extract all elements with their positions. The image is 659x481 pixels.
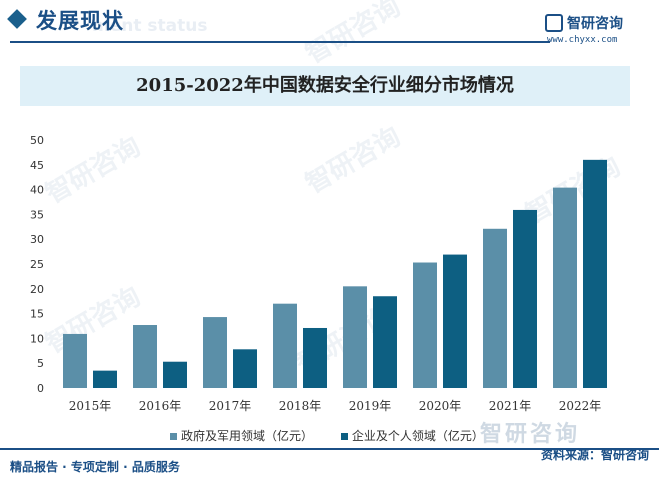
y-axis: 0 5 10 15 20 25 30 35 40 45 50: [30, 134, 44, 395]
bar-series-1: [63, 333, 87, 388]
brand-name: 智研咨询: [567, 16, 623, 32]
legend-label-series-2: 企业及个人领域（亿元）: [351, 429, 484, 443]
x-tick-label: 2020年: [419, 399, 462, 413]
bar-series-2: [373, 296, 397, 388]
bar-series-2: [233, 349, 257, 388]
y-tick-label: 10: [30, 332, 44, 345]
bar-series-1: [273, 303, 297, 388]
y-tick-label: 50: [30, 134, 44, 147]
header-divider: [10, 41, 550, 43]
x-tick-label: 2019年: [349, 399, 392, 413]
brand-url[interactable]: www.chyxx.com: [547, 35, 618, 45]
bar-series-2: [93, 370, 117, 388]
brand[interactable]: 智研咨询 www.chyxx.com: [545, 14, 645, 45]
bar-series-1: [203, 317, 227, 388]
header-subtitle: ment status: [92, 16, 208, 36]
y-tick-label: 45: [30, 159, 44, 172]
bar-series-2: [583, 159, 607, 388]
legend-item-series-2: 企业及个人领域（亿元）: [340, 427, 484, 444]
legend-swatch-series-1: [170, 433, 177, 440]
y-tick-label: 5: [37, 357, 44, 370]
x-tick-label: 2022年: [559, 399, 602, 413]
legend-swatch-series-2: [340, 433, 348, 440]
brand-logo-icon: [545, 14, 563, 32]
legend-item-series-1: 政府及军用领域（亿元）: [170, 427, 313, 444]
y-tick-label: 0: [37, 382, 44, 395]
bar-series-2: [163, 361, 187, 388]
diamond-icon: [7, 9, 27, 29]
bar-series-2: [303, 327, 327, 388]
x-tick-label: 2018年: [279, 399, 322, 413]
chart-title-band: 2015-2022年中国数据安全行业细分市场情况: [20, 66, 630, 106]
brand-watermark: 智研咨询: [480, 422, 581, 447]
y-tick-label: 35: [30, 208, 44, 221]
y-tick-label: 15: [30, 308, 44, 321]
bar-series-2: [513, 209, 537, 388]
y-tick-label: 20: [30, 283, 44, 296]
y-tick-label: 25: [30, 258, 44, 271]
bar-series-1: [413, 262, 437, 388]
legend-label-series-1: 政府及军用领域（亿元）: [181, 429, 314, 443]
bars: [63, 159, 607, 388]
bar-series-1: [483, 228, 507, 388]
bar-series-1: [343, 286, 367, 388]
bar-series-1: [553, 187, 577, 388]
x-tick-label: 2021年: [489, 399, 532, 413]
bar-series-1: [133, 325, 157, 388]
footer-divider: [0, 448, 659, 450]
bar-chart: 0 5 10 15 20 25 30 35 40 45 50 2015年 2016年 2017年 2018…: [30, 134, 607, 413]
data-source: 资料来源：智研咨询: [540, 448, 649, 462]
header: ment status 发展现状: [0, 0, 659, 46]
y-tick-label: 40: [30, 184, 44, 197]
legend: 政府及军用领域（亿元） 企业及个人领域（亿元）: [170, 427, 508, 444]
chart-title: 2015-2022年中国数据安全行业细分市场情况: [136, 75, 514, 96]
x-axis: 2015年 2016年 2017年 2018年 2019年 2020年 2021年 2022年: [69, 399, 602, 413]
x-tick-label: 2017年: [209, 399, 252, 413]
footer-slogan: 精品报告 · 专项定制 · 品质服务: [10, 460, 180, 474]
y-tick-label: 30: [30, 233, 44, 246]
bar-series-2: [443, 254, 467, 388]
x-tick-label: 2015年: [69, 399, 112, 413]
x-tick-label: 2016年: [139, 399, 182, 413]
page-title: 发展现状: [36, 9, 124, 33]
